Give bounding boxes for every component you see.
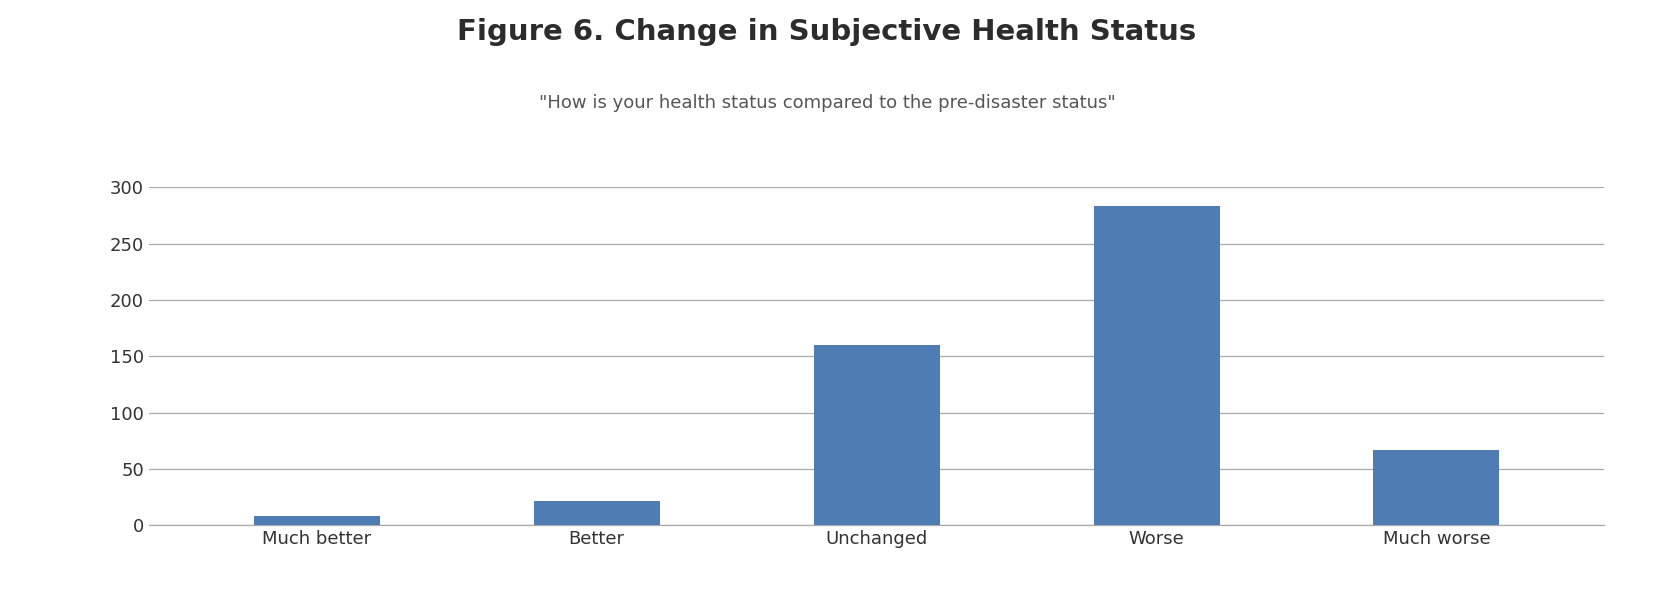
Text: "How is your health status compared to the pre-disaster status": "How is your health status compared to t… <box>539 94 1115 112</box>
Bar <box>253 516 380 525</box>
Bar <box>534 501 660 525</box>
Bar <box>1093 207 1219 525</box>
Bar <box>1373 450 1500 525</box>
Text: Figure 6. Change in Subjective Health Status: Figure 6. Change in Subjective Health St… <box>458 18 1196 46</box>
Bar <box>814 345 939 525</box>
